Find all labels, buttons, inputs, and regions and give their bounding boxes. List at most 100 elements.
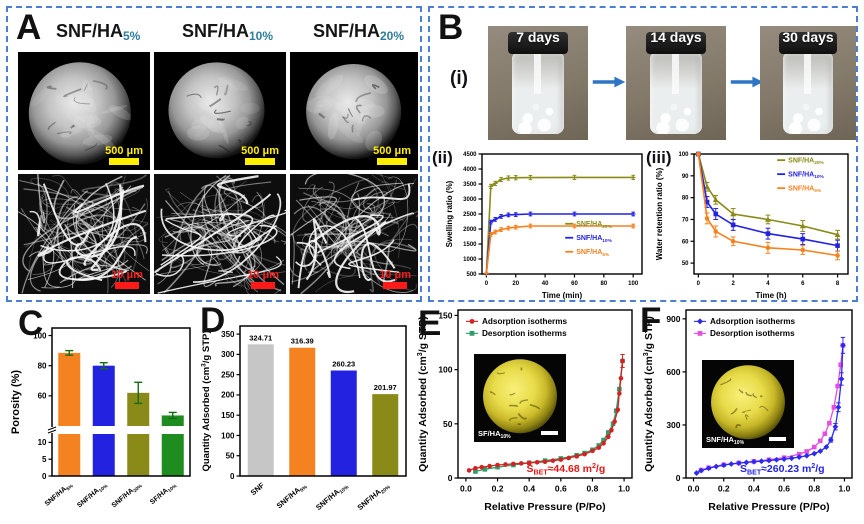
- vial-label: 7 days: [516, 29, 560, 45]
- x-tick-label: 0.0: [460, 484, 472, 494]
- x-tick-label: 0.6: [555, 484, 567, 494]
- panel-b-sub-ii: (ii): [432, 148, 453, 167]
- x-tick-label: 0.6: [778, 484, 790, 494]
- x-axis-label: Relative Pressure (P/Po): [484, 501, 605, 513]
- bar: [330, 370, 357, 476]
- vial-cap: [508, 31, 568, 55]
- isotherm_sf_ha-svg: 0.0 0.2 0.4 0.6 0.8 1.0 0 50 100 150 Relative Pres…: [416, 309, 633, 513]
- y-axis-label: Swelling ratio (%): [445, 180, 454, 247]
- x-tick-label: 80: [600, 281, 607, 287]
- bar: [289, 347, 316, 476]
- vial-rod: [672, 51, 679, 95]
- sem-image-sphere-10: 500 μm: [154, 52, 286, 170]
- bar-upper: [127, 392, 150, 426]
- x-tick-label: 0.4: [748, 484, 760, 494]
- plot-border: [481, 153, 643, 275]
- sem-fibers-svg: [290, 174, 418, 294]
- y-tick-label: 0: [230, 472, 235, 481]
- panel-e-label: E: [418, 304, 442, 343]
- x-axis-label: Time (h): [756, 291, 787, 300]
- y-tick-label: 600: [666, 367, 680, 377]
- panel-a-title-snf-ha-5: SNF/HA5%: [56, 21, 140, 43]
- series-SNFHA5: [484, 223, 636, 276]
- isotherm_snf_ha-svg: 0.0 0.2 0.4 0.6 0.8 1.0 0 300 600 900 Relative Pre…: [642, 309, 853, 513]
- inset-label: SF/HA10%: [478, 429, 511, 440]
- bar-lower: [127, 434, 150, 476]
- inset-scalebar: [541, 431, 558, 435]
- y-tick-label: 1500: [463, 242, 477, 248]
- scalebar-bar: [251, 282, 276, 289]
- y-tick-label: 150: [221, 411, 235, 420]
- x-tick-label: 8: [836, 281, 840, 287]
- y-tick-label: 3500: [463, 182, 477, 188]
- plot-border: [239, 325, 407, 477]
- x-tick-label: 4: [766, 281, 770, 287]
- x-tick-label: 0.4: [523, 484, 535, 494]
- bar-upper: [58, 352, 81, 426]
- title-base: SNF/HA: [313, 21, 380, 41]
- sem-image-fibers-20: 10 μm: [290, 174, 418, 294]
- x-tick-label: 0: [485, 281, 489, 287]
- bar-upper: [161, 415, 184, 426]
- y-tick-label: 500: [466, 272, 477, 278]
- y-tick-label: 50: [682, 261, 689, 267]
- panel-d-label: D: [200, 301, 226, 340]
- x-category-label: SNF/HA5%: [275, 480, 309, 511]
- arrow-right-icon: [730, 76, 764, 88]
- sem-sphere-svg: [18, 52, 150, 170]
- title-base: SNF/HA: [56, 21, 123, 41]
- x-category-label: SNF/HA20%: [111, 481, 145, 511]
- panel-f-label: F: [640, 301, 662, 340]
- scalebar-bar: [245, 158, 276, 165]
- plot-border: [685, 309, 853, 479]
- scalebar-text: 10 μm: [247, 269, 279, 281]
- y-tick-label: 0: [42, 472, 47, 481]
- y-tick-label: 2000: [463, 227, 477, 233]
- x-tick-label: 0: [697, 281, 701, 287]
- swelling-ratio-chart: 0 20 40 60 80 100 500 1000 1500 2000 2500 3000 3500 4…: [442, 148, 650, 300]
- y-tick-label: 0: [676, 473, 681, 483]
- legend-entry: Adsorption isotherms: [710, 317, 796, 326]
- scalebar-bar: [115, 282, 140, 289]
- y-axis-label: Water retention ratio (%): [655, 167, 664, 260]
- y-tick-label: 300: [666, 420, 680, 430]
- bar-lower: [161, 434, 184, 476]
- series-SNFHA10: [484, 211, 636, 276]
- title-subscript: 5%: [123, 29, 141, 43]
- vial-rod: [804, 51, 811, 95]
- y-tick-label: 4000: [463, 167, 477, 173]
- porosity-svg: SNF/HA5% SNF/HA10% SNF/HA20% SF/HA10% 60 80 10…: [10, 327, 191, 511]
- x-category-label: SNF/HA5%: [44, 481, 75, 509]
- bar-value-label: 324.71: [249, 333, 272, 342]
- inset-scalebar: [769, 437, 786, 441]
- y-tick-label: 150: [438, 310, 452, 320]
- x-axis-label: Time (min): [542, 291, 583, 300]
- panel-c-label: C: [18, 304, 44, 343]
- panel-a-title-snf-ha-10: SNF/HA10%: [182, 21, 273, 43]
- title-subscript: 10%: [249, 29, 274, 43]
- x-tick-label: 20: [512, 281, 519, 287]
- vial-glass: [783, 53, 833, 135]
- y-tick-label: 80: [38, 361, 47, 370]
- bar-value-label: 201.97: [374, 383, 397, 392]
- vial-photo-7-days: 7 days: [488, 26, 588, 140]
- bar: [247, 344, 274, 476]
- y-tick-label: 200: [221, 391, 235, 400]
- bar: [372, 394, 399, 476]
- sem-sphere-svg: [154, 52, 286, 170]
- water-retention-chart: 0 2 4 6 8 50 60 70 80 90 100 Time (h) Water retentio…: [650, 148, 856, 300]
- plot-border: [51, 327, 191, 477]
- y-tick-label: 10: [38, 438, 47, 447]
- legend-entry: SNF/HA10%: [576, 235, 612, 244]
- sem-image-fibers-5: 10 μm: [18, 174, 150, 294]
- title-subscript: 20%: [380, 29, 405, 43]
- plot-border: [457, 309, 633, 479]
- legend-entry: Desorption isotherms: [710, 329, 795, 338]
- x-tick-label: 0.8: [808, 484, 820, 494]
- y-tick-label: 250: [221, 370, 235, 379]
- retention-svg: 0 2 4 6 8 50 60 70 80 90 100 Time (h) Water retentio…: [655, 151, 849, 300]
- vial-rod: [534, 51, 541, 95]
- y-tick-label: 900: [666, 314, 680, 324]
- isotherm-chart-snf-ha: 0.0 0.2 0.4 0.6 0.8 1.0 0 300 600 900 Relative Pre…: [640, 302, 862, 522]
- x-tick-label: 1.0: [618, 484, 630, 494]
